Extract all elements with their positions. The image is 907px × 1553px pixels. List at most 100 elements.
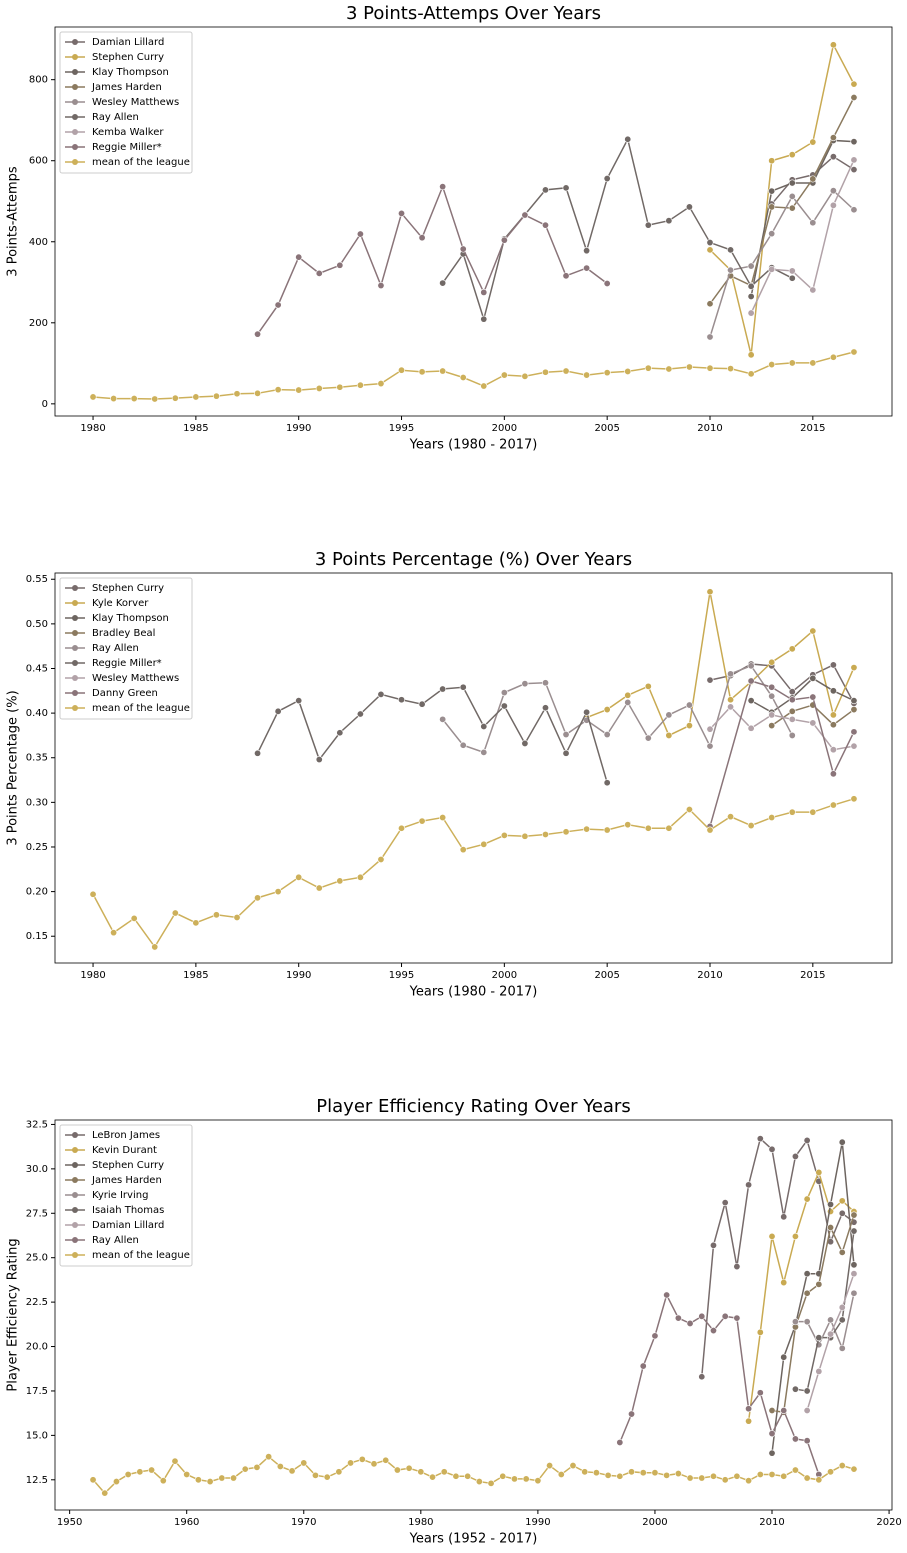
legend-label: Danny Green	[92, 688, 158, 699]
legend-marker	[72, 159, 78, 165]
data-point	[663, 1471, 671, 1479]
series-line	[806, 1273, 855, 1411]
data-point	[110, 929, 118, 937]
data-point	[183, 1470, 191, 1478]
data-point	[803, 1407, 811, 1415]
data-point	[171, 394, 179, 402]
data-point	[323, 1473, 331, 1481]
data-point	[616, 1438, 624, 1446]
data-point	[768, 361, 776, 369]
data-point	[788, 707, 796, 715]
data-point	[850, 1270, 858, 1278]
data-point	[212, 392, 220, 400]
legend-marker	[72, 84, 78, 90]
data-point	[480, 382, 488, 390]
y-tick-label: 0.15	[26, 931, 48, 942]
legend-label: LeBron James	[92, 1130, 160, 1141]
data-point	[358, 1455, 366, 1463]
data-point	[829, 353, 837, 361]
data-point	[541, 368, 549, 376]
data-point	[254, 330, 262, 338]
data-point	[829, 801, 837, 809]
data-point	[685, 722, 693, 730]
data-point	[850, 1227, 858, 1235]
data-point	[827, 1330, 835, 1338]
data-point	[850, 1465, 858, 1473]
data-point	[747, 724, 755, 732]
legend-marker	[72, 114, 78, 120]
data-point	[110, 395, 118, 403]
data-point	[624, 367, 632, 375]
data-point	[541, 679, 549, 687]
data-point	[827, 1200, 835, 1208]
data-point	[850, 206, 858, 214]
data-point	[624, 698, 632, 706]
data-point	[803, 1136, 811, 1144]
data-point	[603, 369, 611, 377]
x-tick-label: 1995	[389, 423, 414, 434]
data-point	[603, 706, 611, 714]
data-point	[382, 1456, 390, 1464]
x-axis-label: Years (1980 - 2017)	[409, 438, 538, 453]
data-point	[768, 187, 776, 195]
series-line	[256, 686, 608, 783]
data-point	[254, 389, 262, 397]
data-point	[311, 1471, 319, 1479]
legend-marker	[72, 1147, 78, 1153]
data-point	[788, 731, 796, 739]
data-point	[624, 135, 632, 143]
data-point	[665, 217, 673, 225]
legend-label: Bradley Beal	[92, 628, 155, 639]
data-point	[192, 393, 200, 401]
data-point	[254, 894, 262, 902]
y-tick-label: 800	[29, 75, 48, 86]
data-point	[253, 1463, 261, 1471]
data-point	[768, 683, 776, 691]
data-point	[780, 1407, 788, 1415]
data-point	[829, 721, 837, 729]
x-axis-label: Years (1952 - 2017)	[409, 1532, 538, 1547]
x-tick-label: 1995	[389, 970, 414, 981]
plot-frame	[54, 572, 893, 964]
data-point	[829, 201, 837, 209]
data-point	[439, 715, 447, 723]
legend-label: mean of the league	[92, 157, 190, 168]
data-point	[809, 286, 817, 294]
data-point	[780, 1353, 788, 1361]
data-point	[130, 395, 138, 403]
data-point	[212, 911, 220, 919]
data-point	[510, 1475, 518, 1483]
data-point	[130, 914, 138, 922]
y-tick-label: 15.0	[26, 1430, 48, 1441]
data-point	[809, 219, 817, 227]
data-point	[815, 1280, 823, 1288]
x-tick-label: 1990	[286, 423, 311, 434]
legend-label: Reggie Miller*	[92, 142, 162, 153]
data-point	[706, 364, 714, 372]
data-point	[377, 855, 385, 863]
data-point	[850, 728, 858, 736]
series-line	[619, 1292, 820, 1475]
legend-marker	[72, 645, 78, 651]
data-point	[756, 1328, 764, 1336]
data-point	[562, 828, 570, 836]
data-point	[254, 749, 262, 757]
data-point	[788, 151, 796, 159]
series-line	[92, 351, 855, 400]
data-point	[721, 1312, 729, 1320]
x-tick-label: 2000	[492, 970, 517, 981]
data-point	[803, 1318, 811, 1326]
data-point	[809, 693, 817, 701]
series-line	[442, 137, 793, 322]
data-point	[850, 138, 858, 146]
data-point	[417, 1468, 425, 1476]
data-point	[850, 156, 858, 164]
data-point	[480, 723, 488, 731]
data-point	[747, 370, 755, 378]
data-point	[838, 1462, 846, 1470]
data-point	[850, 1211, 858, 1219]
data-point	[500, 689, 508, 697]
data-point	[315, 384, 323, 392]
data-point	[534, 1477, 542, 1485]
data-point	[624, 691, 632, 699]
